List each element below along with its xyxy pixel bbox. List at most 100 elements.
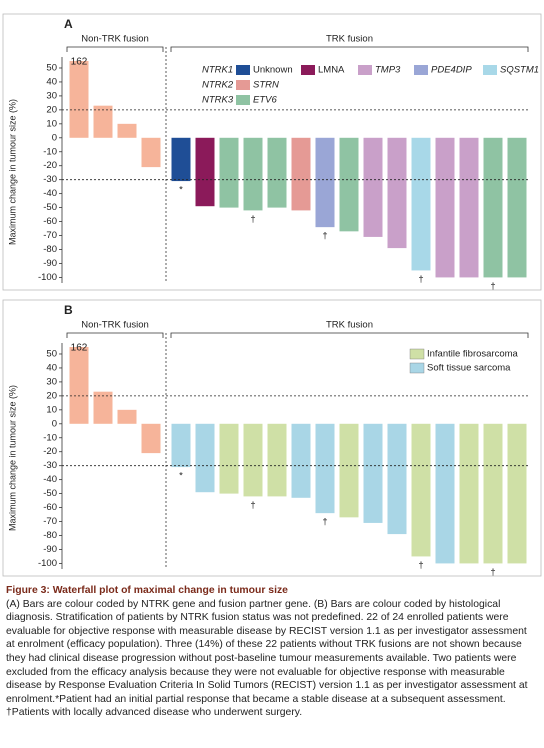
group-label: TRK fusion: [326, 34, 373, 45]
legend-swatch: [236, 95, 250, 105]
y-tick-label: -90: [43, 258, 57, 269]
y-tick-label: 10: [46, 404, 57, 415]
bar: [69, 61, 89, 138]
panel-label: A: [64, 17, 73, 31]
bar: [435, 137, 455, 278]
figure: A Maximum change in tumour size (%) Non-TR…: [2, 13, 542, 578]
y-tick-label: -60: [43, 216, 57, 227]
y-tick-label: 30: [46, 376, 57, 387]
bar-note: *: [179, 471, 183, 482]
bar: [291, 137, 311, 211]
y-axis-label: Maximum change in tumour size (%): [7, 99, 17, 245]
y-tick-label: -10: [43, 146, 57, 157]
bar-note: *: [179, 185, 183, 196]
y-tick-label: -100: [38, 558, 57, 569]
bar-note: †: [418, 274, 423, 285]
y-tick-label: -10: [43, 432, 57, 443]
y-tick-label: -60: [43, 502, 57, 513]
bar: [411, 423, 431, 557]
group-label: Non-TRK fusion: [81, 34, 149, 45]
bar: [267, 423, 287, 497]
y-tick-label: -40: [43, 474, 57, 485]
y-tick-label: -50: [43, 488, 57, 499]
bar: [507, 137, 527, 278]
y-tick-label: -80: [43, 244, 57, 255]
bar: [141, 137, 161, 168]
group-bracket: [170, 332, 529, 338]
legend-label: Unknown: [253, 65, 293, 76]
group-bracket: [66, 332, 164, 338]
y-axis-label: Maximum change in tumour size (%): [7, 385, 17, 531]
bar: [339, 423, 359, 518]
legend-label: STRN: [253, 80, 279, 91]
panel-label: B: [64, 303, 73, 317]
bar-note: †: [490, 567, 495, 578]
legend-swatch: [236, 80, 250, 90]
bar: [291, 423, 311, 498]
bar: [363, 423, 383, 523]
bar: [459, 137, 479, 278]
y-tick-label: 0: [52, 132, 57, 143]
bar: [219, 137, 239, 208]
caption-title: Figure 3: Waterfall plot of maximal chan…: [6, 585, 288, 596]
bar: [195, 137, 215, 207]
legend-label: Infantile fibrosarcoma: [427, 349, 519, 360]
legend-label: SQSTM1: [500, 65, 539, 76]
bar: [435, 423, 455, 564]
bar-value-label: 162: [71, 343, 88, 354]
bar: [387, 137, 407, 249]
panel-frame: [2, 299, 542, 577]
y-tick-label: -50: [43, 202, 57, 213]
legend-swatch: [483, 65, 497, 75]
legend-label: LMNA: [318, 65, 345, 76]
legend-group-label: NTRK1: [202, 65, 233, 76]
legend-swatch: [358, 65, 372, 75]
bar: [243, 423, 263, 497]
group-label: TRK fusion: [326, 320, 373, 331]
y-tick-label: 0: [52, 418, 57, 429]
bar-value-label: 162: [71, 57, 88, 68]
legend-swatch: [301, 65, 315, 75]
y-tick-label: -100: [38, 272, 57, 283]
bar-note: †: [250, 214, 255, 225]
bar: [483, 423, 503, 564]
bar: [141, 423, 161, 454]
y-tick-label: -40: [43, 188, 57, 199]
legend-label: ETV6: [253, 95, 277, 106]
y-tick-label: 20: [46, 104, 57, 115]
legend-swatch: [414, 65, 428, 75]
legend-swatch: [409, 348, 425, 360]
bar: [507, 423, 527, 564]
y-tick-label: -70: [43, 516, 57, 527]
bar: [483, 137, 503, 278]
legend-label: Soft tissue sarcoma: [427, 363, 511, 374]
legend-label: PDE4DIP: [431, 65, 472, 76]
group-bracket: [66, 46, 164, 52]
y-tick-label: -90: [43, 544, 57, 555]
bar: [219, 423, 239, 494]
bar: [339, 137, 359, 232]
legend-group-label: NTRK2: [202, 80, 234, 91]
y-tick-label: 40: [46, 76, 57, 87]
caption-text: (A) Bars are colour coded by NTRK gene a…: [6, 598, 528, 719]
legend-group-label: NTRK3: [202, 95, 234, 106]
panel-frame: [2, 13, 542, 291]
legend-label: TMP3: [375, 65, 401, 76]
bars: [69, 347, 527, 564]
bar: [267, 137, 287, 208]
bar: [195, 423, 215, 493]
y-tick-label: -30: [43, 174, 57, 185]
bar-note: †: [418, 560, 423, 571]
bar: [171, 423, 191, 468]
y-tick-label: 50: [46, 348, 57, 359]
bar: [117, 409, 137, 424]
caption: Figure 3: Waterfall plot of maximal chan…: [6, 584, 536, 720]
group-label: Non-TRK fusion: [81, 320, 149, 331]
bar: [243, 137, 263, 211]
bar: [315, 423, 335, 514]
y-tick-label: 10: [46, 118, 57, 129]
bar: [411, 137, 431, 271]
y-tick-label: -70: [43, 230, 57, 241]
y-tick-label: -30: [43, 460, 57, 471]
bar-note: †: [490, 281, 495, 292]
